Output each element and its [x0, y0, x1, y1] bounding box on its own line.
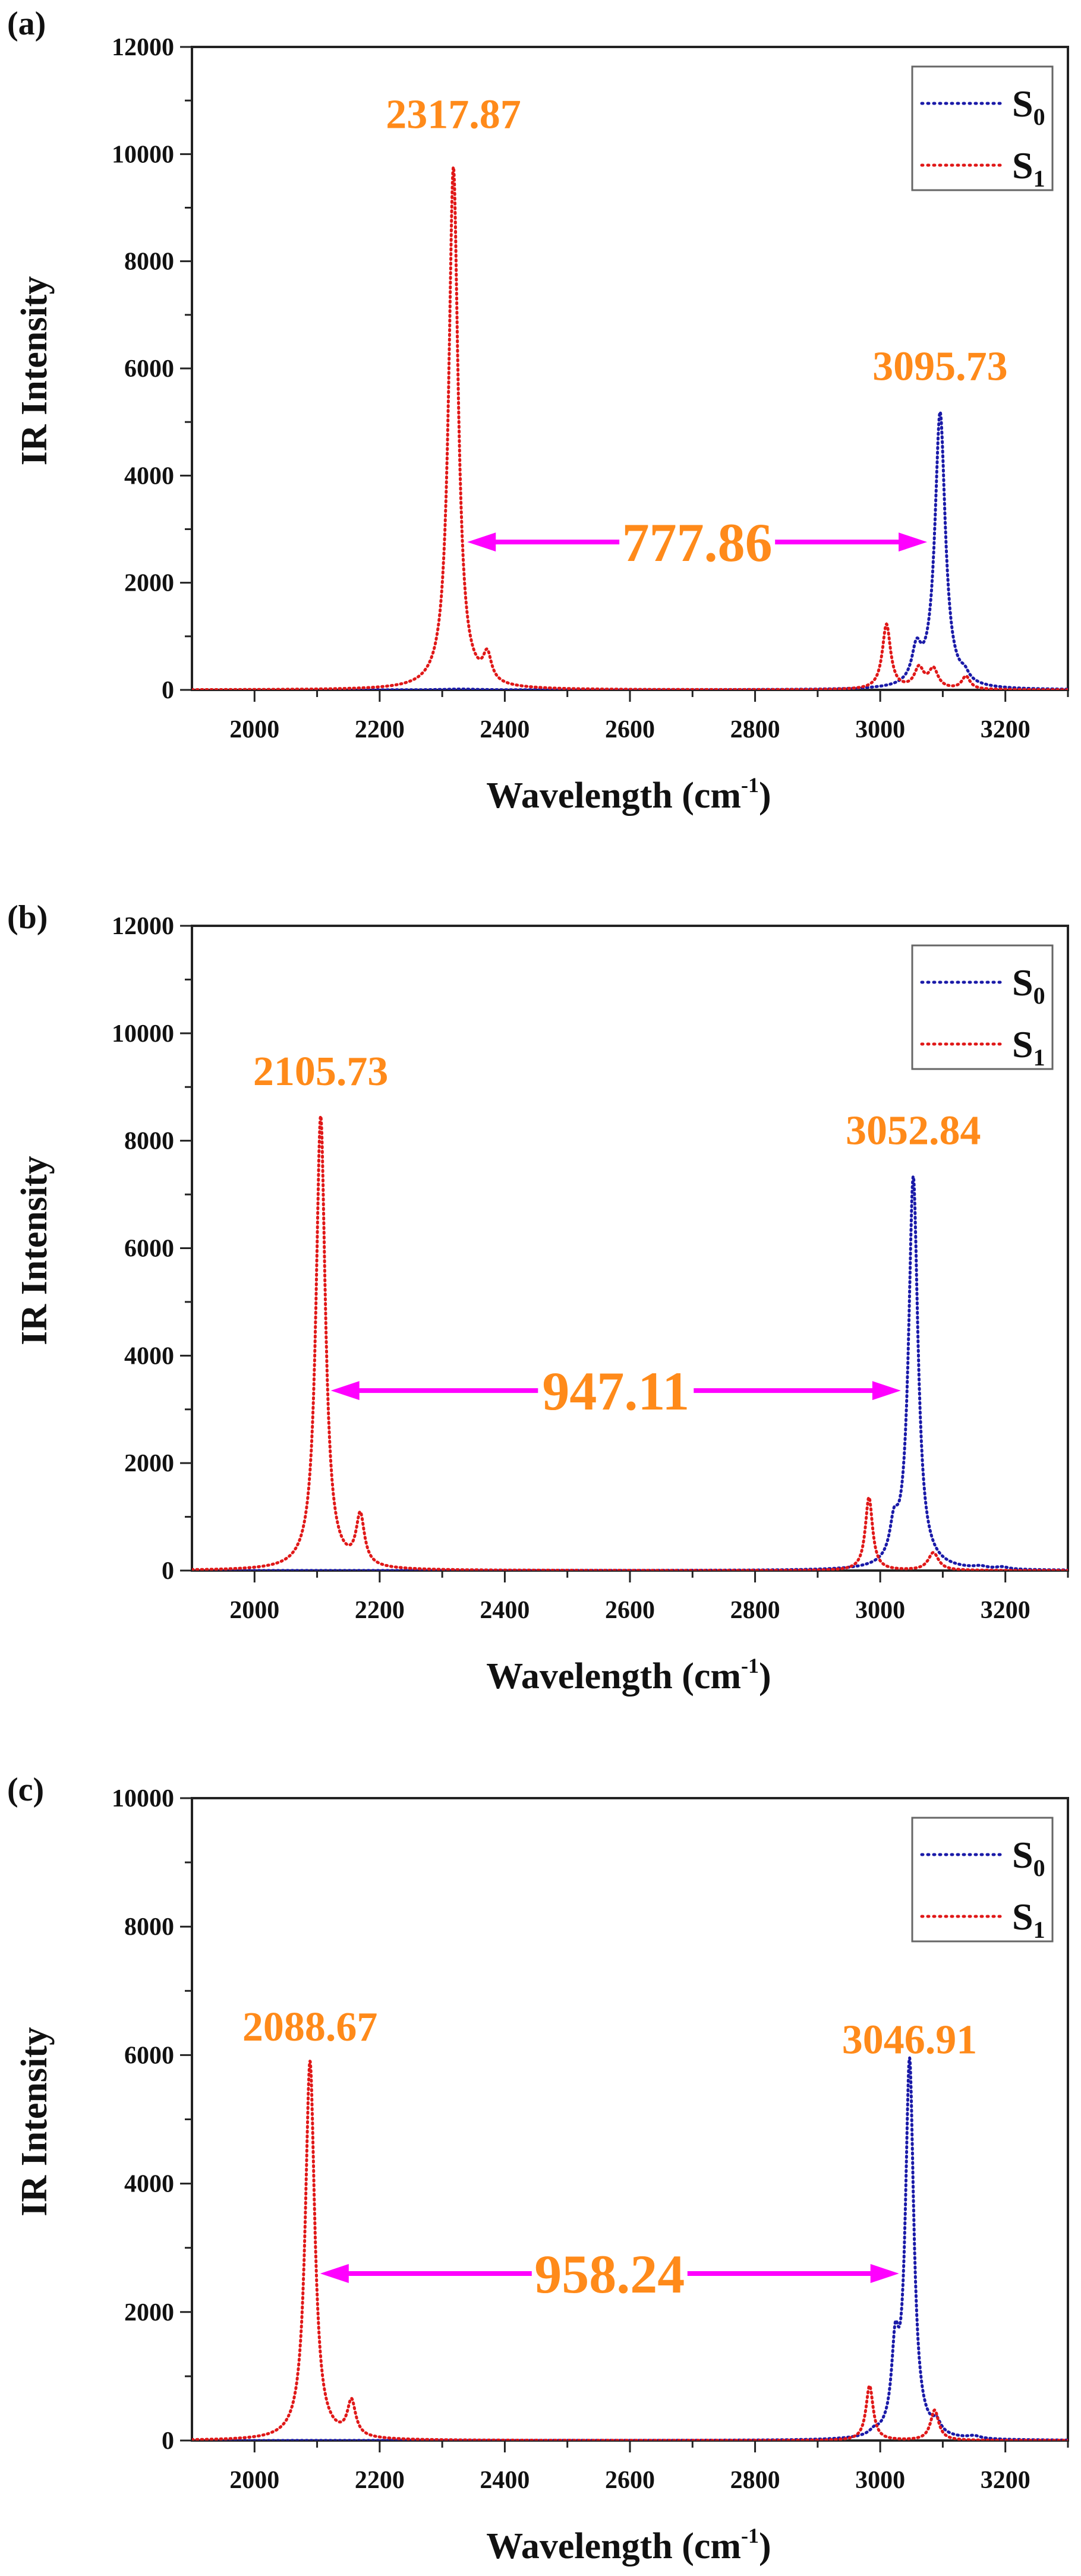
x-axis-title: Wavelength (cm-1): [486, 773, 771, 816]
panel-label: (c): [7, 1771, 44, 1808]
energy-gap-label: 958.24: [534, 2244, 685, 2304]
x-tick-label: 2400: [480, 716, 530, 743]
arrow-head-right-icon: [872, 1381, 901, 1401]
arrow-head-right-icon: [870, 2263, 899, 2283]
y-tick-label: 4000: [124, 2171, 174, 2198]
series-line-s1: [192, 166, 1068, 690]
y-tick-label: 10000: [112, 1020, 174, 1048]
y-tick-label: 6000: [124, 2042, 174, 2069]
x-tick-label: 3000: [855, 1597, 905, 1624]
y-tick-label: 2000: [124, 2299, 174, 2326]
peak-label: 3095.73: [872, 343, 1008, 389]
y-axis-title: IR Intensity: [14, 1156, 55, 1345]
peak-label: 2105.73: [253, 1049, 389, 1095]
x-tick-label: 3200: [981, 1597, 1030, 1624]
y-tick-label: 8000: [124, 1913, 174, 1941]
y-tick-label: 12000: [112, 913, 174, 940]
panel-label: (a): [7, 5, 46, 42]
series-line-s1: [192, 1114, 1068, 1571]
chart-panel-c: (c) IR Intensity Wavelength (cm-1) 0 2000 400…: [7, 1771, 1069, 2566]
y-tick-label: 4000: [124, 1342, 174, 1370]
arrow-head-left-icon: [330, 1381, 360, 1401]
peak-label: 2088.67: [242, 2004, 378, 2050]
series-line-s1: [192, 2057, 1068, 2441]
y-tick-label: 4000: [124, 462, 174, 490]
x-tick-label: 3200: [981, 716, 1030, 743]
x-tick-label: 2200: [355, 1597, 405, 1624]
legend-box: [911, 944, 1054, 1070]
y-tick-label: 6000: [124, 1235, 174, 1263]
y-tick-label: 2000: [124, 1450, 174, 1477]
energy-gap-label: 777.86: [622, 512, 773, 573]
peak-label: 2317.87: [386, 92, 521, 138]
legend-box: [911, 65, 1054, 191]
y-tick-label: 10000: [112, 1785, 174, 1812]
x-axis-title: Wavelength (cm-1): [486, 2524, 771, 2566]
y-tick-label: 6000: [124, 355, 174, 383]
energy-gap-arrow: 958.24: [320, 2244, 899, 2304]
energy-gap-arrow: 777.86: [467, 512, 928, 573]
arrow-head-right-icon: [899, 532, 928, 552]
x-tick-label: 2200: [355, 716, 405, 743]
y-tick-label: 0: [162, 677, 174, 704]
y-tick-label: 8000: [124, 248, 174, 276]
chart-panel-a: (a) IR Intensity Wavelength (cm-1) 0 2000 400…: [7, 5, 1069, 816]
x-tick-label: 2000: [229, 2467, 279, 2494]
legend-box: [911, 1817, 1054, 1943]
x-tick-label: 2400: [480, 1597, 530, 1624]
y-tick-label: 8000: [124, 1128, 174, 1155]
x-tick-label: 2000: [229, 1597, 279, 1624]
y-tick-label: 0: [162, 2427, 174, 2455]
y-tick-label: 0: [162, 1557, 174, 1585]
x-axis-title: Wavelength (cm-1): [486, 1654, 771, 1697]
x-tick-label: 2800: [730, 2467, 780, 2494]
y-axis-title: IR Intensity: [14, 2027, 55, 2216]
peak-label: 3046.91: [842, 2017, 978, 2063]
x-tick-label: 3200: [981, 2467, 1030, 2494]
x-tick-label: 3000: [855, 2467, 905, 2494]
panel-label: (b): [7, 899, 48, 936]
y-tick-label: 10000: [112, 141, 174, 168]
peak-label: 3052.84: [846, 1108, 981, 1154]
y-tick-label: 2000: [124, 570, 174, 597]
x-tick-label: 2800: [730, 1597, 780, 1624]
chart-panel-b: (b) IR Intensity Wavelength (cm-1) 0 2000 400…: [7, 899, 1069, 1697]
x-tick-label: 2600: [605, 1597, 655, 1624]
x-tick-label: 2000: [229, 716, 279, 743]
arrow-head-left-icon: [467, 532, 496, 552]
x-tick-label: 2600: [605, 2467, 655, 2494]
x-tick-label: 2800: [730, 716, 780, 743]
x-tick-label: 2600: [605, 716, 655, 743]
arrow-head-left-icon: [320, 2263, 349, 2283]
x-tick-label: 2200: [355, 2467, 405, 2494]
energy-gap-label: 947.11: [542, 1361, 689, 1421]
energy-gap-arrow: 947.11: [330, 1361, 901, 1421]
x-tick-label: 2400: [480, 2467, 530, 2494]
x-tick-label: 3000: [855, 716, 905, 743]
y-axis-title: IR Intensity: [14, 276, 55, 466]
y-tick-label: 12000: [112, 34, 174, 61]
